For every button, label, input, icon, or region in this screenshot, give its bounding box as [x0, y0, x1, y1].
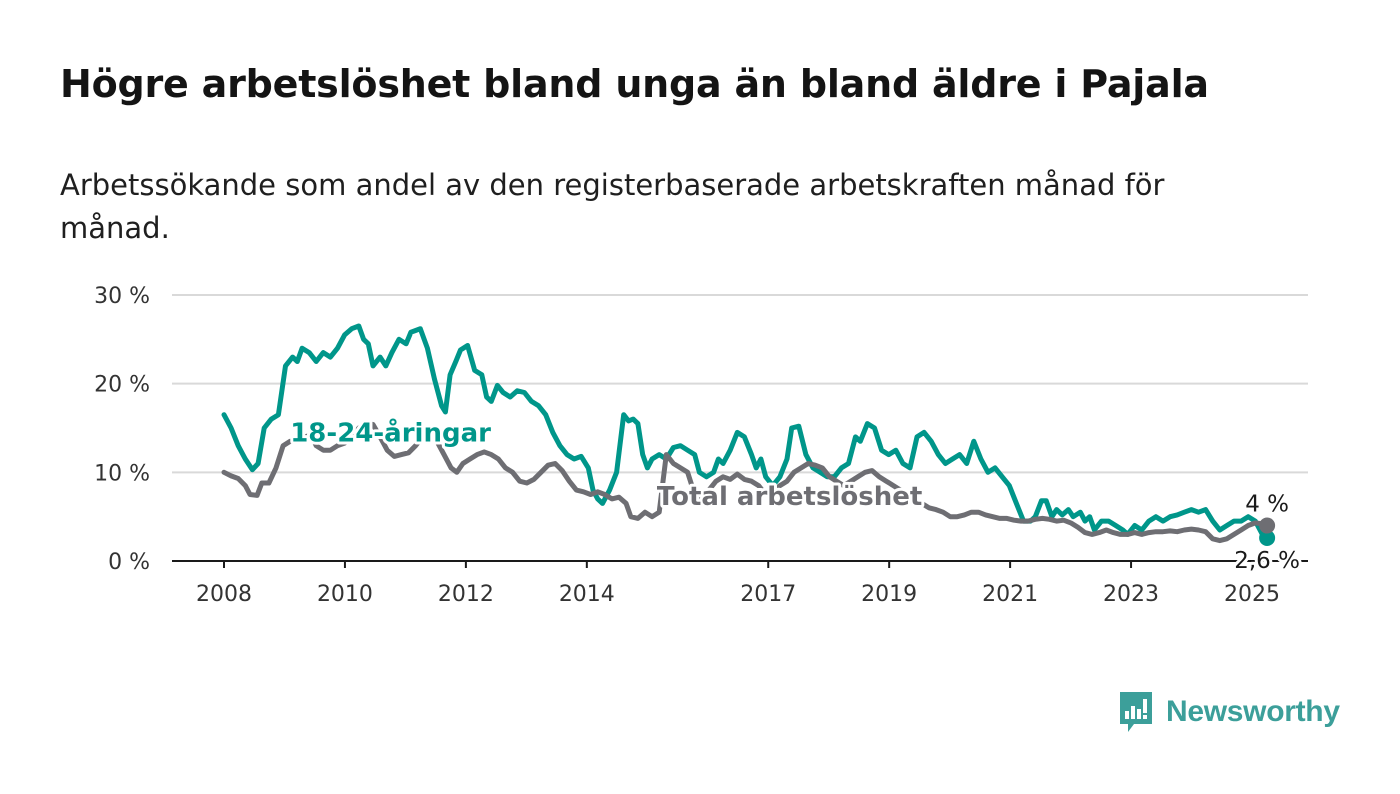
series-line-total	[221, 421, 1270, 544]
y-tick-label: 30 %	[94, 284, 150, 309]
end-marker	[1259, 517, 1276, 534]
y-tick-label: 20 %	[94, 373, 150, 398]
chart-title: Högre arbetslöshet bland unga än bland ä…	[60, 62, 1209, 106]
series-label: Total arbetslöshet	[657, 482, 922, 512]
x-tick-label: 2019	[861, 582, 917, 607]
brand-name: Newsworthy	[1166, 695, 1340, 728]
chart-subtitle: Arbetssökande som andel av den registerb…	[60, 168, 1165, 245]
x-tick-label: 2010	[317, 582, 373, 607]
y-tick-label: 10 %	[94, 461, 150, 486]
x-axis-ticks: 2008 2010 2012 2014 2017 2019 2021 2023 2025	[196, 561, 1280, 607]
line-chart: 0 % 10 % 20 % 30 % 2008 2010 2012 2014 2017 2019…	[94, 284, 1308, 607]
y-axis-ticks: 0 % 10 % 20 % 30 %	[94, 284, 150, 575]
end-value-label: 4 %	[1245, 492, 1289, 518]
end-marker	[1259, 529, 1276, 546]
x-tick-label: 2025	[1224, 582, 1280, 607]
series-line-youth	[221, 323, 1270, 541]
brand-logo[interactable]: Newsworthy	[1118, 690, 1340, 734]
y-tick-label: 0 %	[108, 550, 150, 575]
x-tick-label: 2017	[740, 582, 796, 607]
x-tick-label: 2014	[559, 582, 615, 607]
series-lines	[221, 323, 1270, 544]
gridlines	[172, 294, 1308, 562]
x-tick-label: 2008	[196, 582, 252, 607]
series-labels: 2,6 % 18-24-åringar 4 % Total arbetslöshet	[287, 413, 1303, 577]
end-value-label: 2,6 %	[1234, 548, 1300, 574]
end-markers	[1259, 517, 1276, 546]
newsworthy-logo-icon	[1120, 692, 1152, 732]
x-tick-label: 2023	[1103, 582, 1159, 607]
x-tick-label: 2012	[438, 582, 494, 607]
x-tick-label: 2021	[982, 582, 1038, 607]
series-label: 18-24-åringar	[290, 416, 491, 448]
